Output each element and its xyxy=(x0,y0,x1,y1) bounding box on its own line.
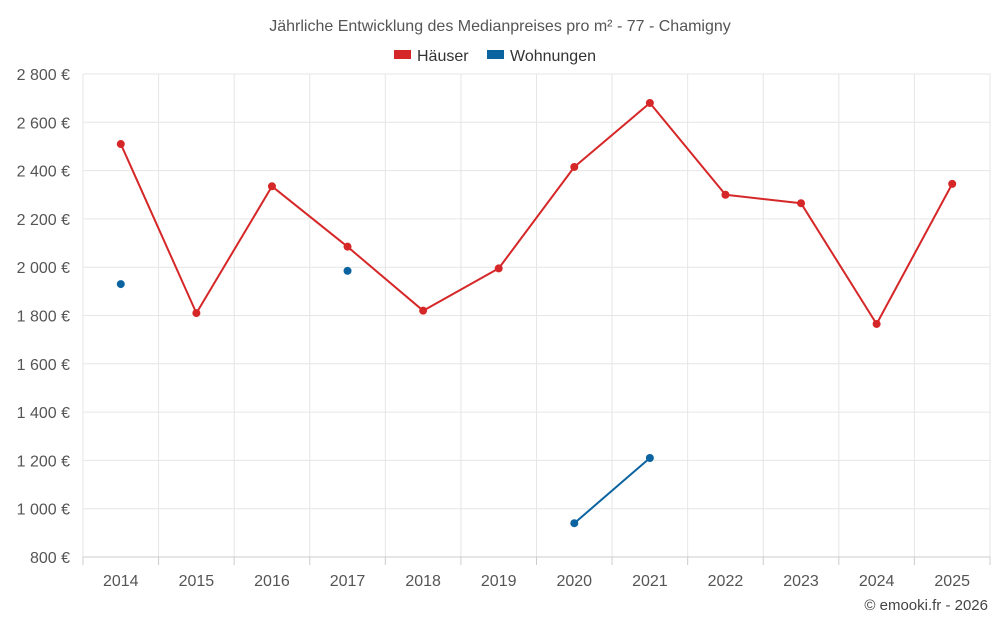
legend-label: Wohnungen xyxy=(510,48,596,65)
data-point xyxy=(494,264,503,273)
y-tick-label: 1 200 € xyxy=(17,453,70,470)
legend: Häuser Wohnungen xyxy=(394,48,596,65)
series-layer xyxy=(116,98,957,528)
y-tick-label: 1 000 € xyxy=(17,502,70,519)
data-point xyxy=(267,182,276,191)
x-tick-label: 2024 xyxy=(859,573,895,590)
legend-swatch xyxy=(487,50,504,59)
data-point xyxy=(721,190,730,199)
y-axis: 800 € 1 000 € 1 200 € 1 400 € 1 600 € 1 800 €… xyxy=(17,67,70,567)
x-axis: 2014 2015 2016 2017 2018 2019 2020 2021 2022 2023… xyxy=(103,573,970,590)
y-tick-label: 1 400 € xyxy=(17,405,70,422)
data-point xyxy=(948,179,957,188)
y-tick-label: 1 800 € xyxy=(17,309,70,326)
data-point xyxy=(645,98,654,107)
series-wohnungen xyxy=(116,266,654,528)
y-tick-label: 2 200 € xyxy=(17,212,70,229)
credit-text: © emooki.fr - 2026 xyxy=(864,597,988,614)
legend-swatch xyxy=(394,50,411,59)
x-tick-label: 2018 xyxy=(405,573,441,590)
series-haeuser xyxy=(116,98,957,328)
data-point xyxy=(192,309,201,318)
x-tick-label: 2015 xyxy=(179,573,215,590)
data-point xyxy=(570,162,579,171)
x-tick-label: 2022 xyxy=(708,573,744,590)
x-tick-label: 2021 xyxy=(632,573,668,590)
data-point xyxy=(343,242,352,251)
data-point xyxy=(797,199,806,208)
data-point xyxy=(645,453,654,462)
x-tick-label: 2025 xyxy=(934,573,970,590)
data-point xyxy=(570,519,579,528)
y-tick-label: 2 400 € xyxy=(17,164,70,181)
grid xyxy=(82,73,991,565)
x-tick-label: 2023 xyxy=(783,573,819,590)
legend-label: Häuser xyxy=(417,48,469,65)
data-point xyxy=(872,319,881,328)
x-tick-label: 2016 xyxy=(254,573,290,590)
x-tick-label: 2014 xyxy=(103,573,139,590)
data-point xyxy=(343,266,352,275)
data-point xyxy=(419,306,428,315)
y-tick-label: 2 800 € xyxy=(17,67,70,84)
data-point xyxy=(116,280,125,289)
y-tick-label: 2 600 € xyxy=(17,115,70,132)
chart-title: Jährliche Entwicklung des Medianpreises … xyxy=(269,18,731,35)
series-line xyxy=(119,102,954,325)
y-tick-label: 800 € xyxy=(30,550,70,567)
x-tick-label: 2020 xyxy=(556,573,592,590)
data-point xyxy=(116,140,125,149)
x-tick-label: 2017 xyxy=(330,573,366,590)
y-tick-label: 2 000 € xyxy=(17,260,70,277)
x-tick-label: 2019 xyxy=(481,573,517,590)
series-line xyxy=(573,457,651,524)
y-tick-label: 1 600 € xyxy=(17,357,70,374)
